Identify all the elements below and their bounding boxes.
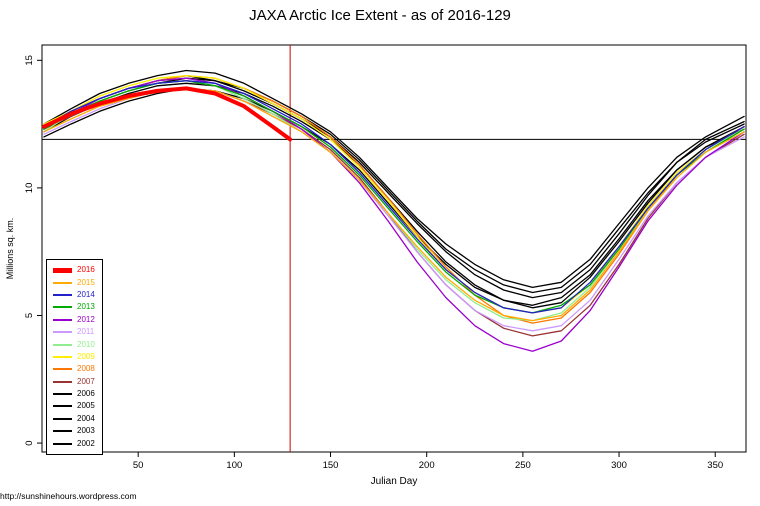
legend-line-swatch: [53, 331, 72, 334]
y-tick-label: 10: [24, 183, 35, 194]
x-tick-label: 100: [226, 460, 242, 471]
legend-label: 2012: [77, 314, 95, 324]
series-line-2016: [41, 86, 293, 142]
legend-label: 2008: [77, 364, 95, 374]
legend-item-2005: 2005: [53, 400, 95, 412]
series-line-2005: [43, 82, 745, 309]
legend-line-swatch: [53, 343, 72, 346]
legend-item-2004: 2004: [53, 413, 95, 425]
x-axis-label: Julian Day: [371, 476, 418, 487]
legend-line-swatch: [53, 267, 72, 273]
y-tick-label: 15: [24, 55, 35, 66]
legend-line-swatch: [53, 306, 72, 309]
legend-label: 2003: [77, 426, 95, 436]
legend-item-2010: 2010: [53, 338, 95, 350]
legend-label: 2002: [77, 438, 95, 448]
legend-item-2002: 2002: [53, 437, 95, 449]
chart-title: JAXA Arctic Ice Extent - as of 2016-129: [249, 7, 511, 24]
legend-line-swatch: [53, 293, 72, 296]
series-line-2006: [43, 87, 745, 306]
x-tick-label: 150: [323, 460, 339, 471]
series-line-2002: [43, 74, 745, 299]
legend-line-swatch: [53, 380, 72, 383]
legend-item-2008: 2008: [53, 363, 95, 375]
legend-label: 2015: [77, 277, 95, 287]
series-line-2010: [43, 80, 745, 322]
legend-item-2012: 2012: [53, 314, 95, 326]
x-tick-label: 250: [515, 460, 531, 471]
legend-label: 2006: [77, 389, 95, 399]
y-tick-label: 5: [24, 313, 35, 318]
legend-item-2013: 2013: [53, 301, 95, 313]
series-line-2012: [43, 77, 745, 352]
x-tick-label: 350: [707, 460, 723, 471]
footer-url: http://sunshinehours.wordpress.com: [0, 491, 137, 501]
plot-frame: [41, 44, 747, 453]
legend-label: 2007: [77, 376, 95, 386]
legend-item-2011: 2011: [53, 326, 95, 338]
legend-item-2014: 2014: [53, 289, 95, 301]
legend-line-swatch: [53, 281, 72, 284]
legend-line-swatch: [53, 417, 72, 420]
legend-label: 2010: [77, 339, 95, 349]
legend-item-2009: 2009: [53, 351, 95, 363]
legend-label: 2009: [77, 351, 95, 361]
legend-box: 2016 2015 2014 2013 2012 2011 2010 2009 2008 2007…: [46, 259, 103, 455]
legend-line-swatch: [53, 393, 72, 396]
legend-label: 2004: [77, 413, 95, 423]
x-tick-label: 300: [611, 460, 627, 471]
x-tick-label: 200: [419, 460, 435, 471]
legend-item-2006: 2006: [53, 388, 95, 400]
legend-line-swatch: [53, 318, 72, 321]
legend-item-2015: 2015: [53, 276, 95, 288]
y-tick-label: 0: [24, 440, 35, 445]
legend-line-swatch: [53, 405, 72, 408]
legend-line-swatch: [53, 355, 72, 358]
series-line-2004: [43, 77, 745, 294]
legend-label: 2011: [77, 327, 95, 337]
series-line-2014: [43, 80, 745, 314]
legend-item-2016: 2016: [53, 264, 95, 276]
legend-item-2003: 2003: [53, 425, 95, 437]
legend-line-swatch: [53, 430, 72, 433]
series-line-2003: [43, 69, 745, 289]
x-tick-label: 50: [133, 460, 144, 471]
legend-line-swatch: [53, 442, 72, 445]
legend-label: 2016: [77, 265, 95, 275]
legend-item-2007: 2007: [53, 376, 95, 388]
legend-label: 2014: [77, 289, 95, 299]
legend-line-swatch: [53, 368, 72, 371]
legend-label: 2013: [77, 302, 95, 312]
legend-label: 2005: [77, 401, 95, 411]
y-axis-label: Millions sq. km.: [5, 218, 15, 280]
